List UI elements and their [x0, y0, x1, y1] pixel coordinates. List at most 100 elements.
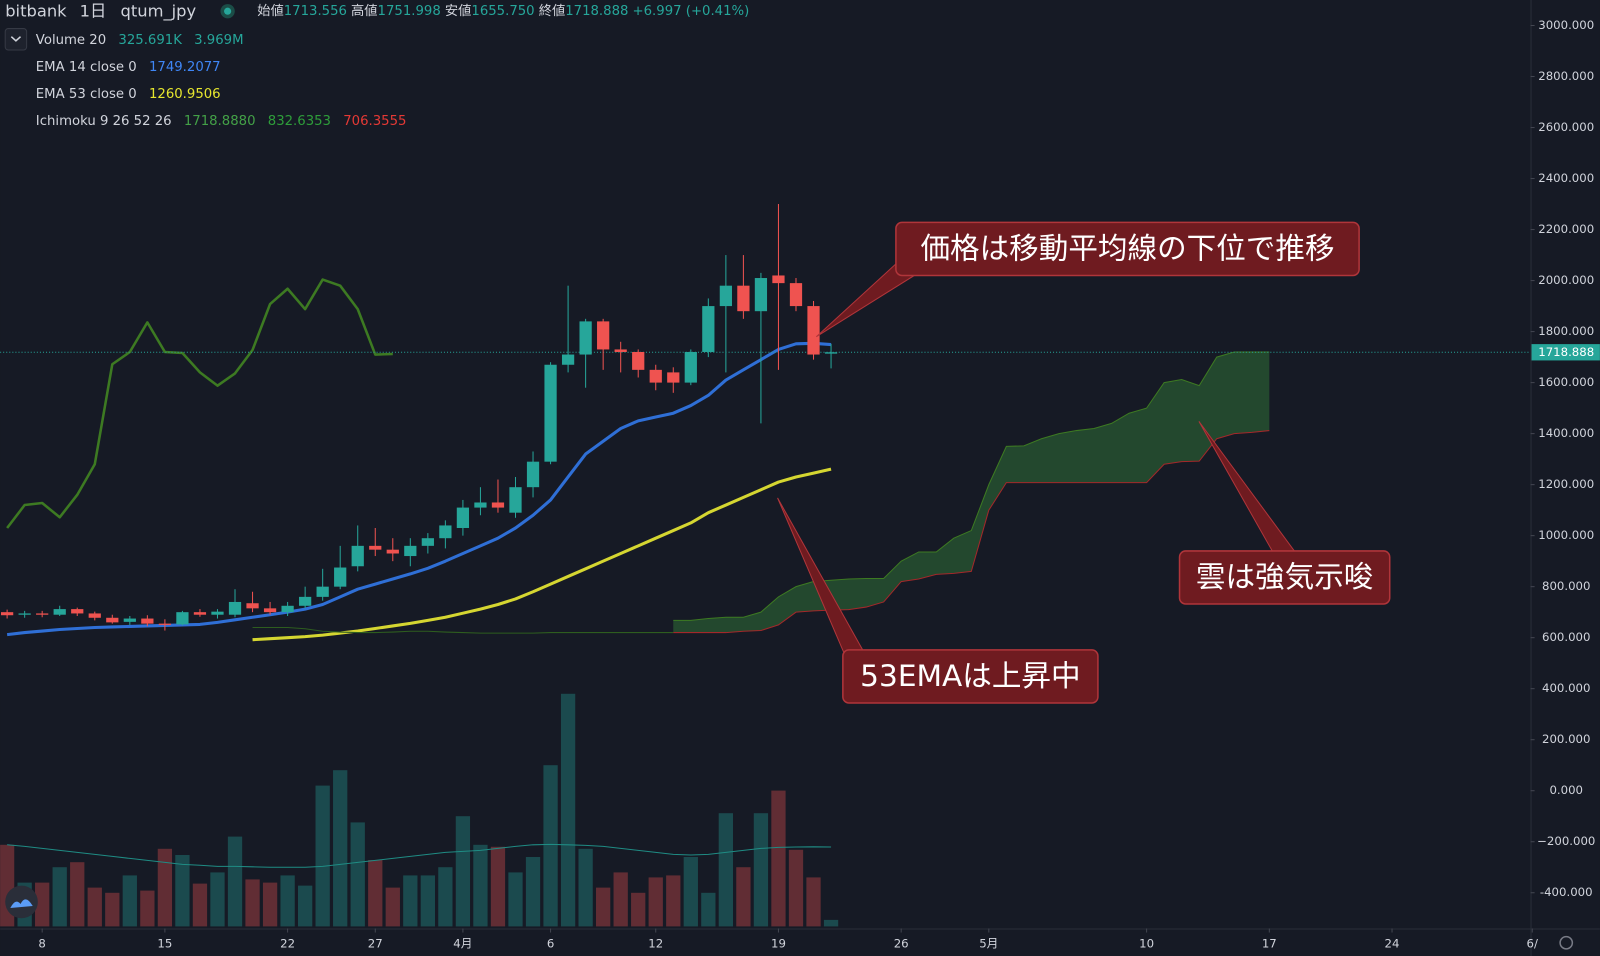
- ohlc-value: 1713.556: [284, 4, 347, 19]
- indicator-line: [6, 278, 393, 529]
- candle-body: [71, 609, 84, 614]
- candle-body: [807, 306, 820, 355]
- callout-box: [842, 649, 1099, 704]
- candle-body: [737, 285, 750, 312]
- volume-bar: [52, 867, 67, 927]
- volume-bar: [262, 882, 278, 927]
- volume-bar: [718, 813, 734, 927]
- candle-body: [439, 525, 452, 539]
- indicator-name: EMA 14 close 0: [36, 60, 137, 75]
- indicator-name: Volume 20: [36, 33, 106, 48]
- y-tick-label: 2000.000: [1538, 273, 1594, 287]
- candle-body: [334, 567, 347, 587]
- candle-body: [299, 596, 312, 606]
- x-tick-label: 12: [648, 936, 663, 950]
- candle-body: [18, 613, 31, 615]
- volume-bar: [297, 885, 313, 927]
- volume-bar: [315, 785, 330, 927]
- indicator-line: [6, 341, 832, 637]
- last-price-label: 1718.888: [1538, 345, 1594, 359]
- indicator-value: 706.3555: [343, 114, 406, 129]
- volume-bar: [192, 883, 208, 927]
- change: +6.997 (+0.41%): [633, 4, 750, 19]
- indicator-name: Ichimoku 9 26 52 26: [36, 114, 172, 129]
- y-tick-label: -400.000: [1540, 885, 1593, 899]
- volume-bar: [788, 849, 804, 927]
- gear[interactable]: [1559, 935, 1574, 950]
- candle-body: [614, 349, 627, 352]
- candle-body: [474, 502, 487, 508]
- candle-body: [579, 321, 592, 355]
- senkou-span-b: [673, 430, 1270, 634]
- logo-mark: [10, 899, 33, 909]
- volume-bar: [105, 892, 120, 927]
- indicator-row: EMA 14 close 0 1749.2077: [36, 60, 221, 75]
- volume-bar: [350, 822, 365, 927]
- candle-body: [141, 618, 154, 624]
- volume-bar: [596, 887, 611, 927]
- volume-bar: [753, 813, 769, 927]
- y-tick-label: 800.000: [1542, 579, 1590, 593]
- candle-body: [456, 507, 470, 528]
- ichimoku-cloud: [673, 351, 1270, 633]
- ohlc-label: 高値: [351, 2, 378, 19]
- y-tick-label: 2400.000: [1538, 171, 1594, 185]
- candle-body: [789, 283, 803, 307]
- y-tick-label: 0.000: [1549, 783, 1583, 797]
- indicator-name: EMA 53 close 0: [36, 87, 137, 102]
- y-tick-label: 200.000: [1542, 732, 1590, 746]
- x-tick-label: 6: [547, 936, 554, 950]
- collapse-button[interactable]: [4, 28, 28, 51]
- callout-box: [895, 221, 1360, 277]
- legend: bitbank 1日 qtum_jpy 始値1713.556 高値1751.998…: [4, 2, 749, 129]
- volume-bar: [403, 875, 418, 927]
- indicator-value: 1718.8880: [184, 114, 256, 129]
- volume-bar: [438, 867, 453, 927]
- indicator-value: 3.969M: [194, 33, 243, 48]
- ohlc-label: 安値: [445, 3, 472, 19]
- callout-text: 雲は強気示唆: [1196, 560, 1373, 594]
- volume-bar: [525, 857, 541, 927]
- candle-body: [772, 275, 785, 284]
- candle-body: [509, 487, 522, 513]
- candle-body: [263, 608, 277, 613]
- volume-bar: [87, 887, 102, 927]
- volume-bar: [455, 816, 471, 927]
- logo-circle: [5, 885, 38, 919]
- candle-body: [351, 545, 364, 567]
- settings-icon[interactable]: [1559, 935, 1574, 950]
- candle-body: [597, 321, 610, 350]
- volume-ma: [7, 843, 832, 868]
- volume-bar: [613, 872, 628, 927]
- candle-body: [684, 351, 697, 383]
- candle-body: [491, 502, 505, 508]
- axes: -400.000 −200.000 0.000 200.000 400.000 600.0…: [38, 18, 1600, 950]
- volume-bar: [806, 877, 821, 927]
- x-tick-label: 27: [368, 936, 383, 950]
- volume-bar: [245, 879, 260, 927]
- volume-bar: [122, 875, 137, 927]
- volume-bar: [157, 848, 173, 927]
- logo: [5, 885, 38, 919]
- candle-body: [281, 605, 294, 613]
- candle-body: [649, 369, 662, 383]
- ohlc-label: 始値: [257, 3, 284, 19]
- y-tick-label: 400.000: [1542, 681, 1590, 695]
- y-tick-label: 1400.000: [1538, 426, 1594, 440]
- ohlc-value: 1718.888: [565, 4, 628, 19]
- volume-bar: [648, 877, 663, 927]
- volume-bar: [823, 919, 839, 927]
- ohlc-row: 始値1713.556 高値1751.998 安値1655.750 終値1718.888…: [257, 2, 749, 19]
- volume-bar: [508, 872, 523, 927]
- candle-body: [526, 461, 540, 488]
- candle-body: [53, 609, 66, 615]
- candle-body: [123, 618, 136, 622]
- candle-body: [158, 623, 172, 625]
- senkou-span-a: [673, 351, 1270, 621]
- volume-bar: [368, 860, 383, 927]
- x-tick-label: 4月: [453, 936, 472, 950]
- candle-body: [106, 617, 119, 623]
